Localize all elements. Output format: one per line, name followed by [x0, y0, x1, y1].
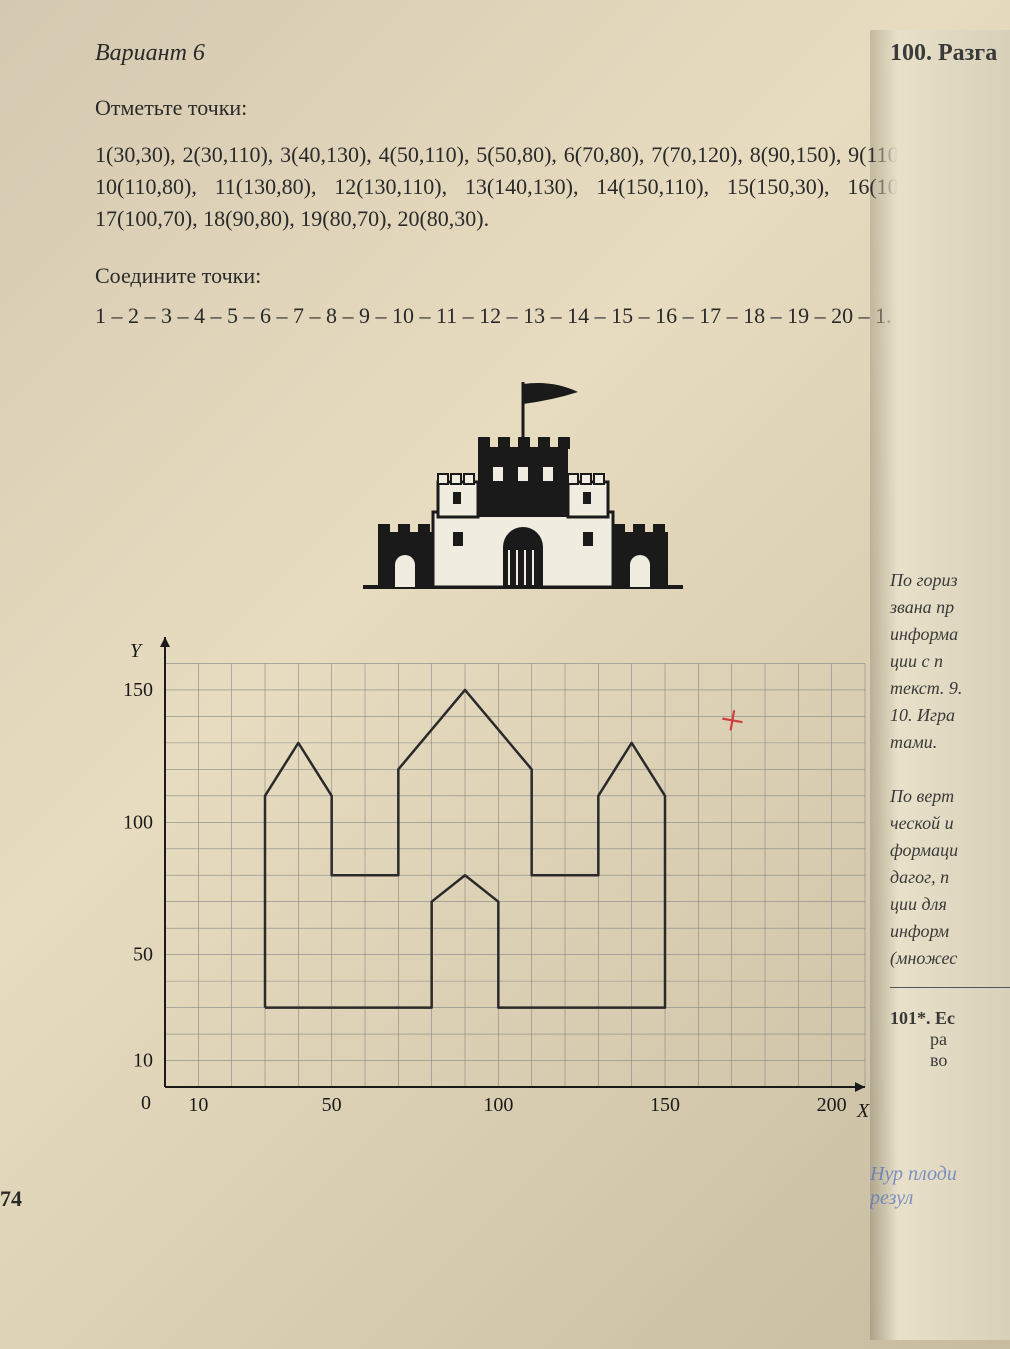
svg-text:0: 0 — [141, 1092, 151, 1114]
connect-sequence: 1 – 2 – 3 – 4 – 5 – 6 – 7 – 8 – 9 – 10 –… — [95, 299, 950, 332]
variant-heading: Вариант 6 — [95, 40, 950, 67]
side-text: ции для — [890, 891, 1010, 918]
svg-text:100: 100 — [123, 811, 153, 833]
castle-illustration — [95, 362, 950, 597]
side-text: По гориз — [890, 567, 1010, 594]
connect-points-label: Соедините точки: — [95, 263, 950, 289]
task-101-heading: 101*. Ес — [890, 1008, 1010, 1029]
side-text: информа — [890, 621, 1010, 648]
side-text: звана пр — [890, 594, 1010, 621]
next-page-fragment: 100. Разга По гориз звана пр информа ции… — [870, 30, 1010, 1340]
side-text: (множес — [890, 945, 1010, 972]
coordinate-chart: 10 50 100 150 200 10 50 100 150 0 X Y — [95, 617, 950, 1142]
svg-text:50: 50 — [322, 1094, 342, 1116]
svg-text:150: 150 — [650, 1094, 680, 1116]
handwriting: Нур плоди резул — [870, 1162, 1000, 1210]
side-text: информ — [890, 918, 1010, 945]
side-text: ра — [890, 1029, 1010, 1050]
svg-text:10: 10 — [188, 1094, 208, 1116]
svg-text:150: 150 — [123, 679, 153, 701]
svg-text:50: 50 — [133, 943, 153, 965]
side-text: По верт — [890, 783, 1010, 810]
side-text: текст. 9. — [890, 675, 1010, 702]
page-number: 74 — [0, 1186, 22, 1212]
svg-text:Y: Y — [130, 640, 143, 662]
mark-points-label: Отметьте точки: — [95, 95, 950, 121]
svg-text:200: 200 — [817, 1094, 847, 1116]
svg-text:X: X — [856, 1100, 870, 1122]
svg-text:10: 10 — [133, 1049, 153, 1071]
points-coordinates: 1(30,30), 2(30,110), 3(40,130), 4(50,110… — [95, 139, 950, 235]
side-text: ции с п — [890, 648, 1010, 675]
side-text: ческой и — [890, 810, 1010, 837]
task-100-heading: 100. Разга — [890, 40, 1010, 67]
side-text: тами. — [890, 729, 1010, 756]
side-text: 10. Игра — [890, 702, 1010, 729]
side-text: дагог, п — [890, 864, 1010, 891]
svg-text:100: 100 — [483, 1094, 513, 1116]
side-text: формаци — [890, 837, 1010, 864]
side-text: во — [890, 1050, 1010, 1071]
